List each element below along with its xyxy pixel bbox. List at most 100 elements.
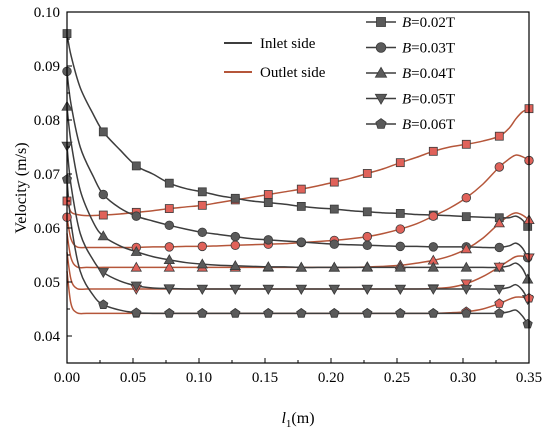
inlet-marker-series-4 <box>328 284 340 295</box>
line-legend-label: Inlet side <box>260 36 316 52</box>
marker-legend-symbol <box>375 118 387 129</box>
inlet-marker-series-3 <box>460 261 472 272</box>
x-tick-label: 0.00 <box>54 370 80 386</box>
y-tick-label: 0.10 <box>34 5 60 21</box>
outlet-marker-series-1 <box>164 204 174 213</box>
outlet-marker-series-1 <box>329 177 339 187</box>
inlet-marker-series-3 <box>361 261 373 272</box>
inlet-marker-series-4 <box>196 284 208 295</box>
inlet-marker-series-5 <box>230 308 241 318</box>
inlet-marker-series-4 <box>130 281 142 292</box>
marker-legend-symbol-b: B <box>402 15 411 31</box>
axes: 0.00 0.05 0.10 0.15 0.20 0.25 0.30 0.35 0.04 0.05… <box>34 5 542 386</box>
inlet-marker-series-3 <box>163 254 175 265</box>
inlet-marker-series-2 <box>230 231 241 242</box>
x-axis-title-unit: (m) <box>291 410 314 427</box>
inlet-line-series-1 <box>66 33 529 227</box>
outlet-marker-series-1 <box>428 146 438 156</box>
inlet-marker-series-1 <box>461 212 471 222</box>
inlet-marker-series-3 <box>262 261 274 272</box>
marker-legend-symbol <box>374 66 388 78</box>
outlet-marker-series-4 <box>493 262 505 273</box>
line-legend-label: Outlet side <box>260 65 326 81</box>
inlet-marker-series-5 <box>428 308 439 318</box>
inlet-marker-series-1 <box>98 127 108 137</box>
inlet-marker-series-5 <box>197 308 208 318</box>
y-tick-label: 0.05 <box>34 275 60 291</box>
inlet-marker-series-3 <box>130 245 142 256</box>
inlet-marker-series-2 <box>131 211 142 221</box>
marker-legend-symbol <box>374 93 388 105</box>
inlet-marker-series-4 <box>262 284 274 295</box>
outlet-marker-series-2 <box>461 193 472 203</box>
inlet-marker-series-4 <box>394 284 406 295</box>
inlet-marker-series-3 <box>229 259 241 270</box>
outlet-marker-series-5 <box>494 298 505 308</box>
inlet-marker-series-2 <box>197 227 208 238</box>
marker-legend-symbol-b: B <box>402 41 411 57</box>
y-axis-title: Velocity (m/s) <box>13 142 30 233</box>
outlet-marker-series-3 <box>493 217 505 228</box>
outlet-marker-series-1 <box>296 184 306 194</box>
x-tick-label: 0.05 <box>120 370 146 386</box>
outlet-marker-series-1 <box>98 210 108 220</box>
x-tick-label: 0.20 <box>318 370 344 386</box>
marker-legend-symbol <box>375 42 387 53</box>
marker-legend-label: B=0.06T <box>402 117 455 133</box>
marker-legend-symbol-b: B <box>402 117 411 133</box>
inlet-marker-series-4 <box>295 284 307 295</box>
inlet-marker-series-5 <box>263 308 274 318</box>
inlet-marker-series-5 <box>395 308 406 318</box>
inlet-marker-series-1 <box>329 204 339 214</box>
inlet-marker-series-1 <box>263 198 273 208</box>
outlet-marker-series-2 <box>395 224 406 234</box>
marker-legend-label: B=0.05T <box>402 92 455 108</box>
outlet-marker-series-2 <box>362 231 373 242</box>
x-tick-label: 0.10 <box>186 370 212 386</box>
x-tick-label: 0.30 <box>450 370 476 386</box>
inlet-marker-series-2 <box>296 237 307 247</box>
inlet-marker-series-5 <box>329 308 340 318</box>
outlet-marker-series-1 <box>362 169 372 178</box>
inlet-marker-series-4 <box>460 284 472 295</box>
marker-legend-symbol-b: B <box>402 92 411 108</box>
outlet-marker-series-1 <box>494 131 504 141</box>
inlet-marker-series-1 <box>296 201 306 211</box>
outlet-marker-series-2 <box>164 242 175 252</box>
marker-legend-value: =0.06T <box>411 117 455 133</box>
marker-legend-label: B=0.03T <box>402 41 455 57</box>
line-type-legend: Inlet side Outlet side <box>224 36 326 81</box>
inlet-marker-series-5 <box>98 299 109 309</box>
x-tick-label: 0.35 <box>516 370 542 386</box>
outlet-marker-series-2 <box>494 162 505 172</box>
inlet-marker-series-5 <box>522 318 533 329</box>
inlet-marker-series-3 <box>97 230 109 241</box>
inlet-marker-series-5 <box>461 308 472 318</box>
x-tick-label: 0.25 <box>384 370 410 386</box>
y-tick-label: 0.09 <box>34 59 60 75</box>
marker-legend-value: =0.02T <box>411 15 455 31</box>
inlet-marker-series-4 <box>163 284 175 295</box>
y-tick-label: 0.08 <box>34 113 60 129</box>
inlet-marker-series-3 <box>196 258 208 269</box>
inlet-marker-series-2 <box>164 220 175 231</box>
outlet-marker-series-4 <box>460 279 472 290</box>
x-axis-title-subscript: 1 <box>286 418 292 430</box>
inlet-marker-series-1 <box>197 187 207 197</box>
marker-legend-value: =0.03T <box>411 41 455 57</box>
inlet-marker-series-5 <box>131 307 142 318</box>
outlet-marker-series-2 <box>197 241 208 252</box>
inlet-marker-series-1 <box>230 193 240 203</box>
inlet-marker-series-3 <box>328 261 340 272</box>
inlet-marker-series-3 <box>295 261 307 272</box>
marker-legend-value: =0.04T <box>411 66 455 82</box>
x-axis-title-symbol: l <box>281 410 286 427</box>
marker-legend-label: B=0.04T <box>402 66 455 82</box>
inlet-marker-series-3 <box>394 261 406 272</box>
y-tick-label: 0.06 <box>34 221 61 237</box>
inlet-marker-series-2 <box>263 235 274 245</box>
outlet-marker-series-1 <box>461 139 471 149</box>
inlet-marker-series-4 <box>229 284 241 295</box>
